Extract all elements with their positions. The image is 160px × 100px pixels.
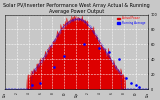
Point bbox=[98, 47, 100, 49]
Point bbox=[130, 82, 133, 84]
Point bbox=[108, 51, 110, 53]
Legend: Actual Power, Running Average: Actual Power, Running Average bbox=[117, 16, 146, 26]
Point bbox=[63, 55, 66, 56]
Point bbox=[125, 77, 128, 79]
Point bbox=[118, 58, 120, 60]
Point bbox=[83, 44, 85, 45]
Point bbox=[135, 85, 138, 86]
Point bbox=[53, 66, 56, 68]
Point bbox=[38, 82, 41, 84]
Point bbox=[31, 85, 33, 86]
Title: Solar PV/Inverter Performance West Array Actual & Running Average Power Output: Solar PV/Inverter Performance West Array… bbox=[3, 3, 150, 14]
Point bbox=[137, 86, 140, 88]
